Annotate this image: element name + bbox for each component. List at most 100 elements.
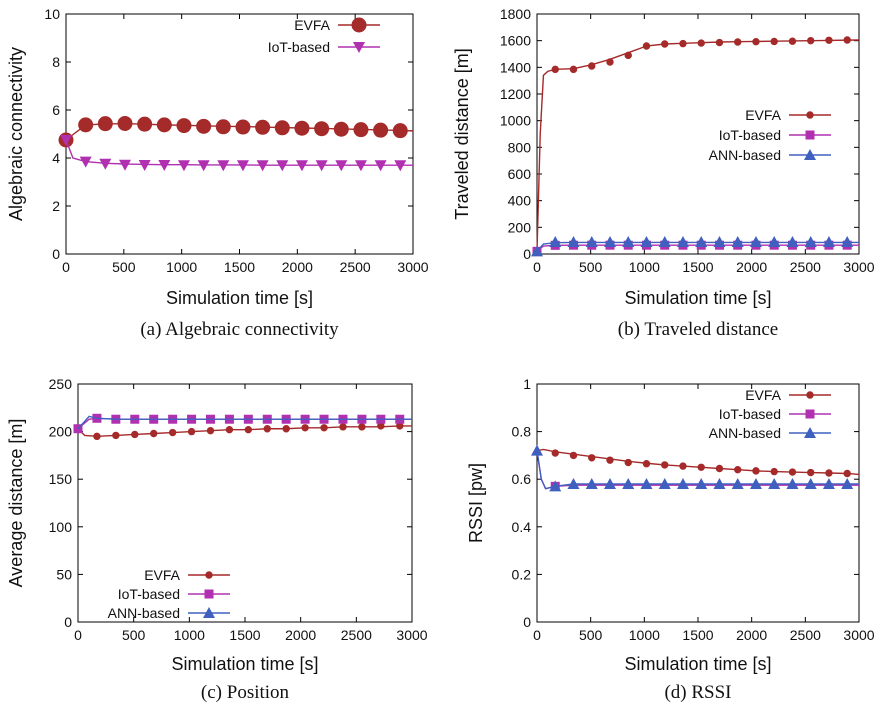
data-point (263, 425, 271, 433)
y-tick-label: 1800 (500, 6, 531, 22)
legend-marker (804, 149, 816, 160)
legend-marker (353, 42, 365, 53)
chart-panel-2: 0 500 1000 1500 2000 2500 3000 0 50 100 150 200 250 S… (6, 376, 428, 703)
chart-panel-0: 0 500 1000 1500 2000 2500 3000 0 2 4 6 8 10 Simulatio… (6, 6, 429, 340)
data-point (531, 245, 543, 257)
data-point (679, 462, 687, 470)
data-point (588, 454, 596, 462)
legend-marker (804, 427, 816, 438)
data-point (603, 477, 616, 489)
legend-marker (351, 17, 367, 33)
series-line (536, 39, 860, 252)
y-tick-label: 400 (508, 193, 532, 209)
legend-marker (805, 409, 815, 419)
data-point (804, 477, 817, 489)
data-point (138, 159, 151, 171)
y-axis-label: Algebraic connectivity (6, 47, 26, 221)
data-point (752, 467, 760, 475)
legend-marker (806, 111, 814, 119)
data-point (549, 236, 562, 247)
panel-caption: (d) RSSI (664, 682, 731, 703)
legend-label: EVFA (144, 567, 180, 583)
x-tick-label: 2000 (285, 627, 316, 643)
data-point (274, 120, 290, 136)
data-point (676, 236, 689, 247)
y-tick-label: 0.6 (512, 471, 532, 487)
data-point (768, 236, 781, 247)
data-point (314, 121, 330, 137)
data-point (549, 480, 562, 492)
data-point (825, 469, 833, 477)
x-tick-label: 3000 (397, 259, 428, 275)
legend-label: ANN-based (108, 605, 180, 621)
y-tick-label: 1200 (500, 86, 531, 102)
data-point (551, 449, 559, 457)
data-point (585, 236, 598, 247)
y-tick-label: 1 (523, 376, 531, 392)
data-point (786, 477, 799, 489)
data-point (642, 42, 651, 50)
x-tick-label: 3000 (843, 259, 874, 275)
data-point (569, 451, 578, 460)
data-point (640, 477, 653, 489)
data-point (301, 424, 309, 432)
data-point (606, 456, 614, 464)
y-tick-label: 0.2 (512, 566, 532, 582)
data-point (822, 477, 835, 489)
x-tick-label: 1000 (174, 627, 205, 643)
y-tick-label: 600 (508, 166, 532, 182)
y-tick-label: 150 (49, 471, 73, 487)
data-point (294, 120, 310, 136)
data-point (394, 160, 407, 172)
data-point (373, 122, 389, 138)
data-point (585, 477, 598, 489)
data-point (731, 477, 744, 489)
data-point (235, 119, 251, 135)
data-point (697, 39, 705, 47)
data-point (276, 160, 289, 172)
panel-caption: (a) Algebraic connectivity (140, 319, 339, 340)
data-point (804, 236, 817, 247)
data-point (79, 156, 92, 168)
y-axis-label: Traveled distance [m] (452, 48, 472, 219)
y-tick-label: 0 (523, 614, 531, 630)
x-axis-label: Simulation time [s] (624, 654, 771, 674)
y-tick-label: 10 (44, 6, 60, 22)
data-point (679, 39, 687, 48)
x-tick-label: 1500 (224, 259, 255, 275)
data-point (177, 160, 190, 172)
legend-marker (806, 391, 814, 399)
x-tick-label: 1000 (166, 259, 197, 275)
data-point (244, 425, 253, 434)
series-EVFA (536, 448, 860, 478)
data-point (642, 460, 651, 468)
data-point (320, 424, 328, 432)
y-tick-label: 6 (52, 102, 60, 118)
series-IoT-based (60, 135, 413, 172)
data-point (695, 477, 708, 489)
y-tick-label: 1600 (500, 33, 531, 49)
data-point (569, 65, 578, 74)
data-point (768, 477, 781, 489)
y-tick-label: 1000 (500, 113, 531, 129)
y-tick-label: 50 (56, 566, 72, 582)
data-point (339, 423, 347, 431)
y-tick-label: 0.8 (512, 424, 532, 440)
data-point (676, 477, 689, 489)
data-point (225, 425, 234, 434)
data-point (97, 116, 113, 132)
series-EVFA (77, 422, 412, 441)
data-point (622, 236, 635, 247)
data-point (715, 38, 724, 47)
data-point (658, 236, 671, 247)
data-point (196, 118, 212, 134)
x-tick-label: 2000 (282, 259, 313, 275)
series-EVFA (536, 36, 860, 252)
data-point (256, 160, 269, 172)
data-point (588, 62, 596, 70)
data-point (137, 116, 153, 132)
x-axis-label: Simulation time [s] (166, 288, 313, 308)
y-tick-label: 0.4 (512, 519, 532, 535)
x-tick-label: 500 (122, 627, 146, 643)
x-tick-label: 0 (62, 259, 70, 275)
